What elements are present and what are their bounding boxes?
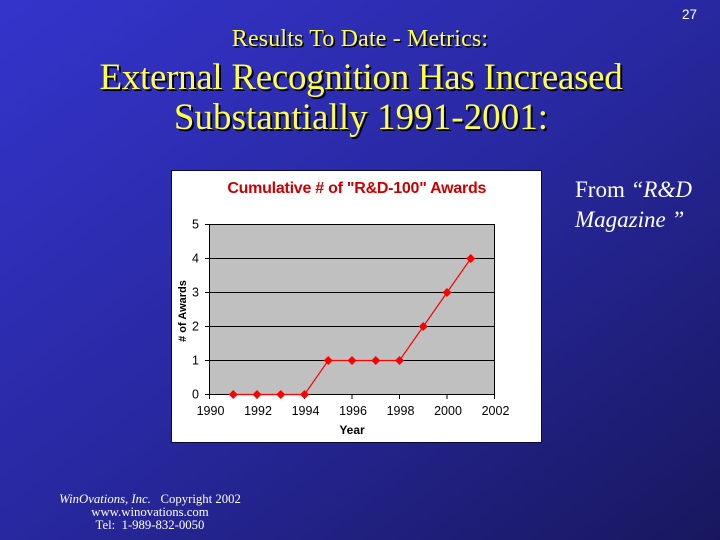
svg-text:Year: Year [339, 423, 365, 437]
svg-text:2002: 2002 [482, 404, 510, 418]
svg-text:1998: 1998 [387, 404, 415, 418]
svg-text:1996: 1996 [339, 404, 367, 418]
svg-text:0: 0 [192, 388, 199, 402]
svg-text:1992: 1992 [244, 404, 272, 418]
svg-text:2000: 2000 [434, 404, 462, 418]
svg-text:# of Awards: # of Awards [177, 280, 189, 342]
svg-text:5: 5 [192, 218, 199, 232]
svg-text:3: 3 [192, 286, 199, 300]
svg-text:1: 1 [192, 354, 199, 368]
svg-text:1994: 1994 [292, 404, 320, 418]
svg-text:Cumulative # of "R&D-100" Awar: Cumulative # of "R&D-100" Awards [227, 180, 486, 197]
svg-text:2: 2 [192, 320, 199, 334]
svg-text:1990: 1990 [197, 404, 225, 418]
svg-text:4: 4 [192, 252, 199, 266]
